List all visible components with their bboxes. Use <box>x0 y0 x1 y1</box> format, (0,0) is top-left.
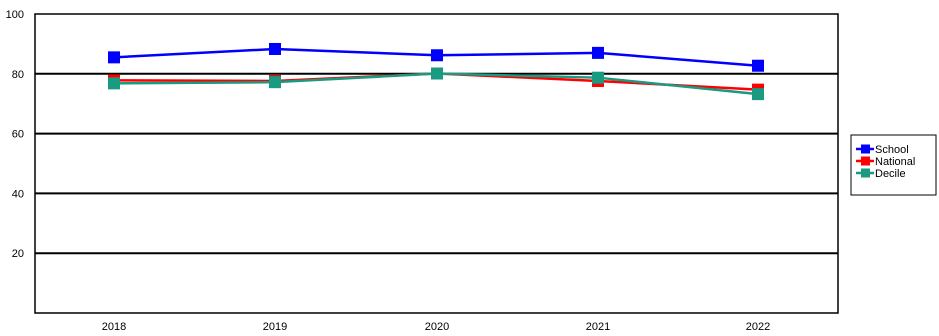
x-tick-label: 2021 <box>586 321 610 333</box>
legend-label-school: School <box>875 144 909 156</box>
y-tick-label: 60 <box>12 129 24 141</box>
data-point-decile <box>592 71 604 84</box>
y-tick-label: 80 <box>12 69 24 81</box>
y-tick-label: 40 <box>12 188 24 200</box>
legend-marker-decile <box>861 168 870 178</box>
data-point-school <box>592 46 604 59</box>
x-tick-label: 2020 <box>425 321 449 333</box>
legend-label-decile: Decile <box>875 168 906 180</box>
data-point-school <box>269 42 281 55</box>
data-point-decile <box>431 67 443 80</box>
legend-marker-national <box>861 156 870 166</box>
legend-label-national: National <box>875 156 915 168</box>
data-point-school <box>431 49 443 62</box>
data-point-school <box>752 59 764 72</box>
data-point-decile <box>752 88 764 101</box>
y-tick-label: 20 <box>12 248 24 260</box>
x-tick-label: 2022 <box>746 321 770 333</box>
data-point-decile <box>108 77 120 90</box>
y-tick-label: 100 <box>6 9 24 21</box>
x-tick-label: 2019 <box>263 321 287 333</box>
legend-marker-school <box>861 144 870 154</box>
data-point-school <box>108 51 120 64</box>
x-tick-label: 2018 <box>102 321 126 333</box>
data-point-decile <box>269 76 281 89</box>
plot-area <box>34 13 839 314</box>
